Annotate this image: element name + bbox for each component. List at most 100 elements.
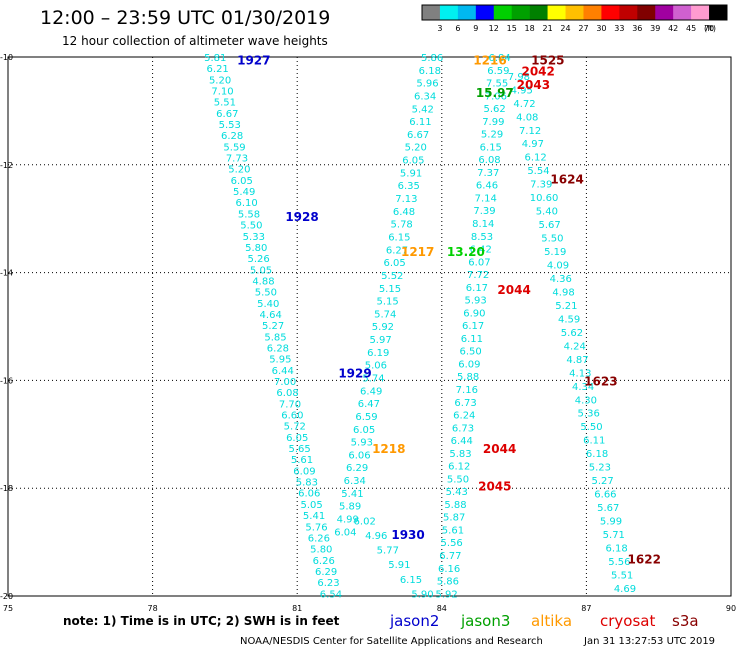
swh-value: 5.50: [541, 234, 563, 245]
swh-value: 5.81: [204, 53, 226, 64]
colorbar-tick-label: 33: [614, 24, 624, 33]
swh-value: 5.80: [310, 545, 332, 556]
swh-value: 6.15: [400, 575, 422, 586]
x-tick-label: 81: [292, 604, 302, 613]
colorbar-swatch: [511, 5, 530, 20]
swh-value: 6.12: [525, 153, 547, 164]
swh-value: 4.98: [552, 287, 574, 298]
swh-value: 5.20: [228, 165, 250, 176]
axis-ticks: 75 78 81 84 87 90 -10 -12 -14 -16 -18 -20: [0, 53, 736, 613]
swh-value: 5.65: [288, 444, 310, 455]
swh-value: 6.59: [487, 66, 509, 77]
swh-value: 5.62: [483, 104, 505, 115]
colorbar-tick-label: 70: [704, 24, 714, 33]
swh-value: 4.72: [513, 99, 535, 110]
swh-value: 8.53: [471, 232, 493, 243]
swh-value: 5.26: [248, 254, 270, 265]
y-tick-label: -18: [0, 484, 13, 493]
time-label: 15.97: [476, 86, 514, 100]
swh-value: 6.26: [308, 533, 330, 544]
time-labels: 1927 1928 1929 1930 1216 1217 1218 15.97 13.20 15…: [237, 54, 661, 567]
legend-item-jason3: jason3: [460, 612, 510, 630]
swh-value: 6.66: [594, 490, 616, 501]
swh-value: 5.96: [416, 79, 438, 90]
swh-value: 5.49: [233, 187, 255, 198]
y-tick-label: -16: [0, 376, 13, 385]
swh-value: 6.44: [272, 366, 294, 377]
colorbar-swatch: [655, 5, 674, 20]
swh-value: 5.93: [465, 296, 487, 307]
swh-value: 6.47: [358, 399, 380, 410]
time-label: 1217: [401, 245, 434, 259]
legend-item-altika: altika: [531, 612, 572, 630]
time-label: 1624: [550, 172, 583, 186]
swh-value: 7.39: [473, 206, 495, 217]
swh-value: 7.16: [456, 385, 478, 396]
swh-value: 5.56: [608, 557, 630, 568]
swh-value: 6.06: [348, 450, 370, 461]
colorbar-tick-label: 45: [686, 24, 696, 33]
swh-value: 6.59: [355, 412, 377, 423]
swh-value: 5.61: [442, 525, 464, 536]
swh-value: 6.46: [476, 181, 498, 192]
swh-value: 5.90: [411, 589, 433, 600]
x-tick-label: 84: [437, 604, 447, 613]
colorbar-swatch: [673, 5, 692, 20]
colorbar-swatch: [547, 5, 566, 20]
swh-value: 4.34: [572, 382, 594, 393]
swh-value: 6.73: [454, 398, 476, 409]
swh-value: 7.73: [226, 154, 248, 165]
swh-value: 5.52: [381, 271, 403, 282]
swh-value: 5.67: [538, 220, 560, 231]
swh-value: 4.97: [522, 139, 544, 150]
swh-value: 5.42: [412, 104, 434, 115]
swh-points: 5.816.215.207.105.516.675.536.285.597.73…: [204, 53, 636, 600]
swh-value: 6.44: [451, 436, 473, 447]
plot-area: [7, 56, 732, 597]
swh-value: 6.67: [216, 109, 238, 120]
swh-value: 5.62: [561, 328, 583, 339]
swh-value: 5.20: [209, 75, 231, 86]
swh-value: 6.73: [452, 423, 474, 434]
swh-value: 5.51: [611, 570, 633, 581]
y-tick-label: -10: [0, 53, 13, 62]
colorbar-tick-label: 18: [525, 24, 535, 33]
swh-value: 6.05: [402, 156, 424, 167]
time-label: 2045: [478, 480, 511, 494]
satellite-legend: jason2 jason3 altika cryosat s3a: [389, 612, 699, 630]
swh-value: 6.02: [354, 517, 376, 528]
colorbar-tick-label: 6: [455, 24, 460, 33]
swh-value: 5.67: [597, 503, 619, 514]
grid: [8, 57, 731, 596]
plot-border: [7, 56, 732, 597]
swh-value: 5.29: [481, 130, 503, 141]
swh-value: 4.64: [260, 310, 282, 321]
colorbar-border: [421, 4, 728, 21]
swh-value: 6.05: [286, 433, 308, 444]
swh-value: 7.06: [485, 91, 507, 102]
swh-value: 4.24: [564, 341, 586, 352]
swh-value: 5.71: [603, 530, 625, 541]
swh-value: 5.76: [305, 522, 327, 533]
swh-value: 6.05: [353, 425, 375, 436]
swh-value: 5.21: [555, 301, 577, 312]
swh-value: 4.87: [566, 355, 588, 366]
colorbar-swatch: [601, 5, 620, 20]
colorbar-swatch: [565, 5, 584, 20]
colorbar-swatch: [493, 5, 513, 20]
swh-value: 6.09: [293, 466, 315, 477]
swh-value: 4.99: [337, 515, 359, 526]
colorbar-tick-label: 36: [632, 24, 642, 33]
swh-value: 5.53: [219, 120, 241, 131]
swh-value: 5.56: [441, 538, 463, 549]
swh-value: 6.17: [462, 321, 484, 332]
legend-item-jason2: jason2: [389, 612, 439, 630]
swh-value: 7.13: [395, 194, 417, 205]
swh-value: 6.27: [386, 245, 408, 256]
footer-credit: NOAA/NESDIS Center for Satellite Applica…: [240, 636, 543, 647]
time-label: 2043: [517, 78, 550, 92]
swh-value: 6.19: [367, 348, 389, 359]
x-tick-label: 87: [581, 604, 591, 613]
swh-value: 5.86: [421, 53, 443, 64]
